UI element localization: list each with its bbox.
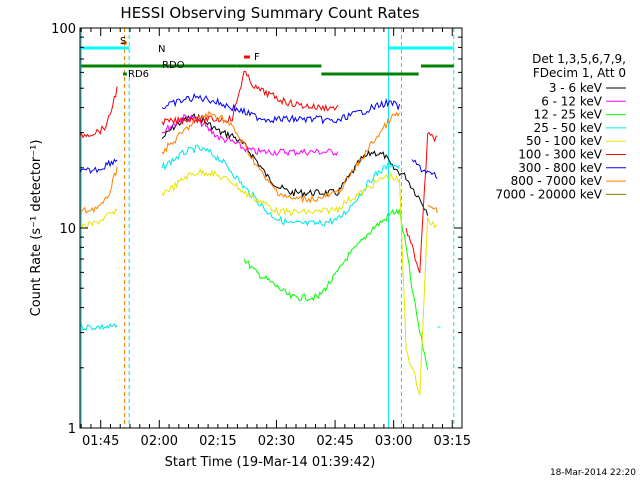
flag-label-n: N	[158, 44, 165, 55]
series-line	[79, 166, 118, 214]
legend-header-line-2: FDecim 1, Att 0	[533, 66, 626, 80]
legend-entry-label: 12 - 25 keV	[534, 108, 603, 122]
flag-bars: S N RDO RD6 F	[81, 36, 454, 80]
series-line	[243, 208, 429, 370]
legend-entry-label: 100 - 300 keV	[518, 148, 602, 162]
series-line	[161, 144, 400, 227]
flag-label-s: S	[120, 36, 126, 47]
y-axis-label: Count Rate (s⁻¹ detector⁻¹)	[29, 140, 44, 317]
series-line	[427, 204, 438, 214]
legend-entry-label: 6 - 12 keV	[541, 94, 603, 108]
axes: 1 10 100 01:45 02:00 02:15 02:30 02:45 03:00 03:1…	[51, 22, 471, 449]
legend-entry-label: 300 - 800 keV	[518, 161, 602, 175]
plot-decorations	[80, 28, 455, 428]
legend-entry-label: 25 - 50 keV	[534, 121, 603, 135]
chart-title: HESSI Observing Summary Count Rates	[120, 4, 419, 22]
series-line	[161, 167, 438, 396]
series-line	[161, 93, 400, 125]
series-line	[161, 113, 339, 157]
x-tick-label: 02:30	[258, 434, 295, 449]
legend-entry-label: 7000 - 20000 keV	[495, 187, 602, 201]
x-tick-label: 01:45	[82, 434, 119, 449]
y-tick-label: 10	[59, 222, 76, 237]
series-line	[405, 131, 438, 274]
legend-entry-label: 50 - 100 keV	[526, 134, 603, 148]
x-tick-label: 03:00	[375, 434, 412, 449]
flag-label-rdo: RDO	[162, 60, 185, 71]
y-tick-label: 100	[51, 22, 76, 37]
plot-frame	[79, 27, 463, 429]
x-tick-label: 02:00	[141, 434, 178, 449]
legend-entry-label: 800 - 7000 keV	[511, 174, 603, 188]
y-tick-label: 1	[68, 422, 76, 437]
series-lines	[79, 70, 441, 396]
flag-label-f: F	[254, 52, 260, 63]
flag-label-rd6: RD6	[128, 69, 149, 80]
x-tick-label: 02:15	[199, 434, 236, 449]
series-line	[411, 159, 438, 179]
x-tick-label: 02:45	[316, 434, 353, 449]
series-line	[79, 158, 118, 175]
series-line	[161, 70, 339, 126]
timestamp: 18-Mar-2014 22:20	[550, 468, 636, 478]
series-line	[79, 86, 118, 139]
series-line	[79, 322, 118, 332]
x-axis-label: Start Time (19-Mar-14 01:39:42)	[165, 455, 376, 470]
series-line	[161, 113, 429, 216]
legend-header-line-1: Det 1,3,5,6,7,9,	[532, 52, 626, 66]
series-line	[161, 110, 400, 204]
x-tick-label: 03:15	[434, 434, 471, 449]
legend-entry-label: 3 - 6 keV	[549, 81, 603, 95]
